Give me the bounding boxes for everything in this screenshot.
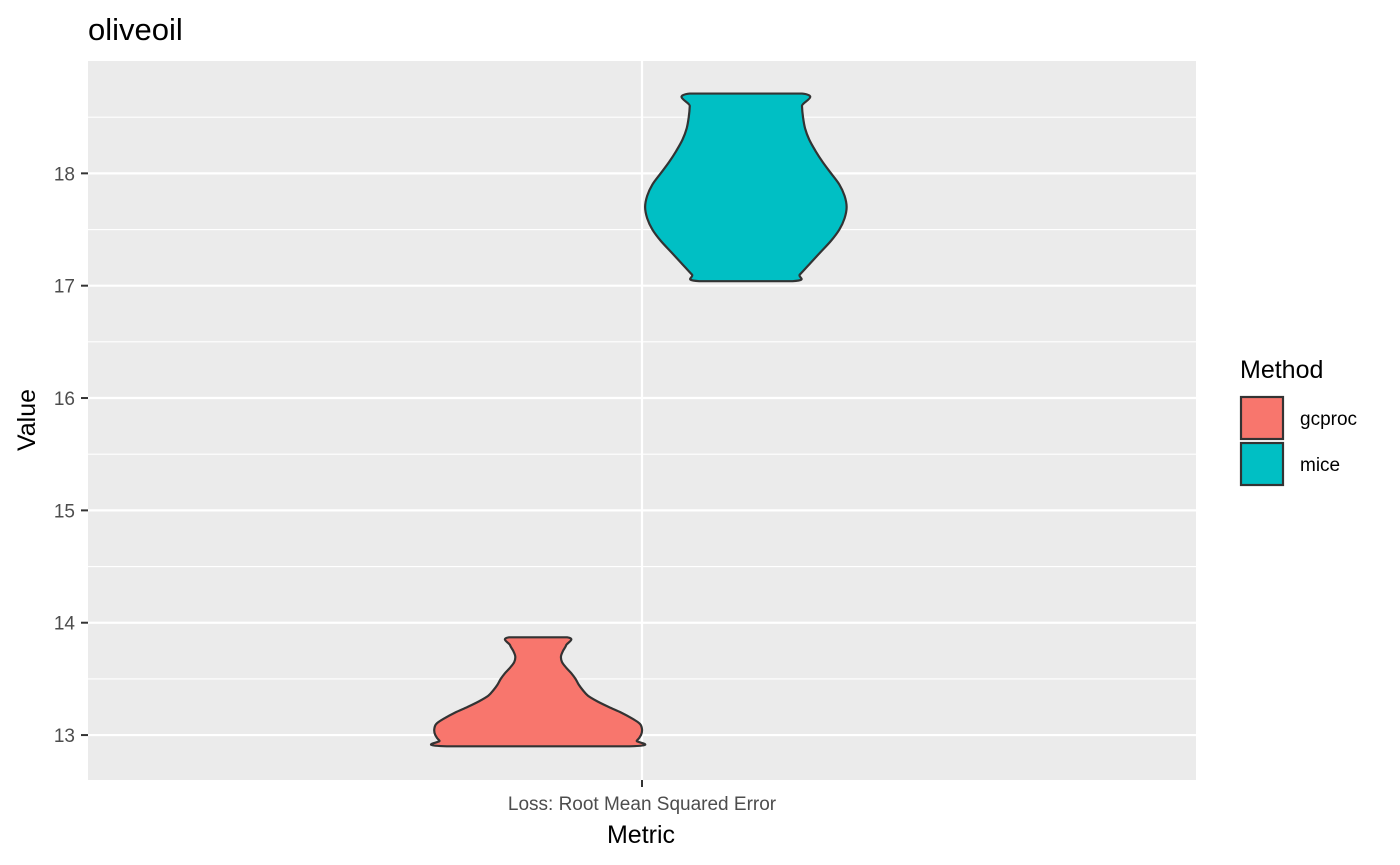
y-tick-label-13: 13 <box>54 726 75 747</box>
legend: Method gcproc mice <box>1239 356 1357 487</box>
violins <box>429 92 848 748</box>
chart-title: oliveoil <box>88 12 183 47</box>
y-axis-title: Value <box>13 389 41 451</box>
y-tick-label-15: 15 <box>54 501 75 522</box>
legend-key-gcproc <box>1239 395 1285 441</box>
y-tick-label-16: 16 <box>54 389 75 410</box>
x-axis: Loss: Root Mean Squared Error <box>508 780 777 815</box>
violin-gcproc <box>429 636 647 748</box>
y-tick-label-14: 14 <box>54 614 76 635</box>
violin-mice <box>644 92 848 283</box>
legend-title: Method <box>1240 356 1323 384</box>
x-axis-title: Metric <box>607 821 675 849</box>
x-tick-label: Loss: Root Mean Squared Error <box>508 794 777 815</box>
legend-key-mice <box>1239 441 1285 487</box>
y-tick-label-17: 17 <box>54 277 75 298</box>
y-tick-label-18: 18 <box>54 164 75 185</box>
legend-label-gcproc: gcproc <box>1300 409 1357 430</box>
legend-label-mice: mice <box>1300 455 1340 476</box>
major-gridlines <box>88 61 1196 780</box>
y-axis: 13 14 15 16 17 18 <box>54 164 88 747</box>
